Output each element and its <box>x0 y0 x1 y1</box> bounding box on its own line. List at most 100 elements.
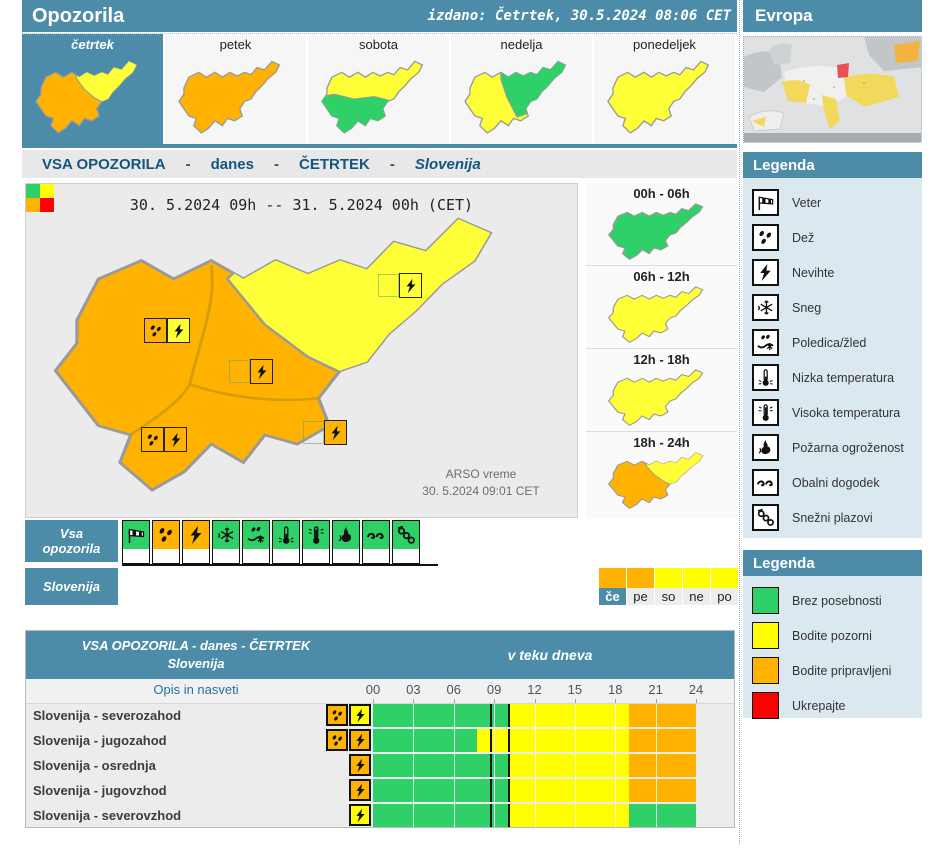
slovenia-outline <box>463 60 566 134</box>
day-tab-četrtek[interactable]: četrtek <box>22 34 163 144</box>
slovenia-outline <box>53 217 493 492</box>
all-warnings-label-line1: Vsa <box>59 526 84 541</box>
map-icon-cell-lightning <box>399 273 422 298</box>
day-tab-label: nedelja <box>500 37 543 52</box>
timeline-gridline <box>453 779 455 802</box>
tabs-underline <box>22 144 737 148</box>
legend-level-orange: Bodite pripravljeni <box>743 653 922 688</box>
day-tab-label: ponedeljek <box>633 37 696 52</box>
timeline-gridline <box>655 804 657 827</box>
severity-swatch-yellow <box>40 184 54 198</box>
severity-swatch-green <box>26 184 40 198</box>
time-panel-12h-18h: 12h - 18h <box>586 349 737 432</box>
timeline-segment-green <box>373 779 508 802</box>
day-tab-nedelja[interactable]: nedelja <box>451 34 592 144</box>
warning-type-strip <box>122 520 420 564</box>
legend-levels-list: Brez posebnosti Bodite pozorni Bodite prip… <box>743 576 922 719</box>
timeline-segment-green <box>373 804 508 827</box>
lightning-icon <box>355 758 365 772</box>
red-level-swatch <box>752 692 779 719</box>
windsock-icon-box <box>752 189 779 216</box>
warning-type-cell-ice <box>242 520 270 564</box>
severity-corner-legend <box>26 184 54 212</box>
legend-icons-list: Veter Dež Nevihte Sneg Poledica/žled Nizka te… <box>743 178 922 538</box>
ice-icon <box>757 334 774 351</box>
europe-warning-map[interactable] <box>743 36 922 143</box>
slovenia-warning-map: 30. 5.2024 09h -- 31. 5.2024 00h (CET) A… <box>25 183 578 518</box>
day-select-ne[interactable]: ne <box>683 568 710 605</box>
warning-row-icons <box>301 779 371 802</box>
hour-tick-mark <box>574 699 576 703</box>
lightning-icon-box <box>752 259 779 286</box>
timeline-gridline <box>615 779 617 802</box>
table-header-right: v teku dneva <box>507 647 593 663</box>
day-select-po[interactable]: po <box>711 568 738 605</box>
warning-row-label: Slovenija - jugozahod <box>33 733 167 748</box>
day-select-so[interactable]: so <box>655 568 682 605</box>
avalanche-icon <box>397 525 415 544</box>
high-temp-icon-box <box>752 399 779 426</box>
rain-icon-box <box>752 224 779 251</box>
hour-tick-label: 12 <box>527 682 542 697</box>
warning-type-cell-high-temp <box>302 520 330 564</box>
legend-item-label: Obalni dogodek <box>792 475 880 490</box>
lightning-icon <box>331 425 340 440</box>
legend-item-label: Veter <box>792 195 822 210</box>
day-select-če[interactable]: če <box>599 568 626 605</box>
day-tab-ponedeljek[interactable]: ponedeljek <box>594 34 735 144</box>
rain-icon <box>150 324 161 336</box>
current-time-marker <box>508 754 511 777</box>
timeline-gridline <box>615 704 617 727</box>
day-select-pe[interactable]: pe <box>627 568 654 605</box>
timeline-segment-green <box>373 704 508 727</box>
map-icon-cell-rain <box>141 427 164 452</box>
slovenia-outline <box>320 60 423 134</box>
warning-row-label: Slovenija - severozahod <box>33 708 182 723</box>
warning-type-cell-top <box>303 521 329 549</box>
warning-type-cell-top <box>243 521 269 549</box>
map-icon-cell-lightning <box>250 359 273 384</box>
timeline-gridline <box>534 754 536 777</box>
map-icon-cell-rain <box>144 318 167 343</box>
day-select-label: so <box>655 588 682 605</box>
timeline-gridline <box>413 754 415 777</box>
lightning-icon <box>257 364 266 379</box>
legend-item-avalanche: Snežni plazovi <box>743 500 922 535</box>
timeline-gridline <box>494 779 496 802</box>
lightning-icon <box>355 808 365 822</box>
day-selector: če pe so ne po <box>599 568 738 605</box>
slovenia-outline <box>606 60 709 134</box>
row-icon-lightning <box>349 754 371 776</box>
timeline-segment-yellow <box>507 704 629 727</box>
slovenia-outline <box>607 369 703 426</box>
fire-icon <box>758 439 771 455</box>
hour-tick-label: 18 <box>608 682 623 697</box>
warning-timeline <box>373 754 696 777</box>
lightning-icon <box>171 432 180 447</box>
snowflake-icon <box>217 527 234 543</box>
slovenia-outline <box>607 286 703 343</box>
fire-icon-box <box>752 434 779 461</box>
timeline-gridline <box>453 804 455 827</box>
timeline-gridline <box>413 704 415 727</box>
europe-title: Evropa <box>755 6 813 25</box>
legend-level-label: Bodite pozorni <box>792 628 872 643</box>
map-attribution: ARSO vreme 30. 5.2024 09:01 CET <box>386 466 576 500</box>
lightning-icon <box>406 278 415 293</box>
map-icon-cell-lightning <box>164 427 187 452</box>
day-tab-sobota[interactable]: sobota <box>308 34 449 144</box>
timeline-segment-yellow <box>507 754 629 777</box>
time-of-day-panels: 00h - 06h 06h - 12h 12h - 18h 18h - 24h <box>586 183 737 518</box>
severity-swatch-orange <box>26 198 40 212</box>
page-title: Opozorila <box>32 4 125 27</box>
time-panel-map <box>586 202 737 264</box>
europe-map-image <box>744 37 921 142</box>
day-tab-petek[interactable]: petek <box>165 34 306 144</box>
legend-item-high-temp: Visoka temperatura <box>743 395 922 430</box>
map-attribution-source: ARSO vreme <box>445 467 517 481</box>
sidebar-divider <box>739 0 740 845</box>
time-panel-map <box>586 368 737 430</box>
warning-row-label: Slovenija - jugovzhod <box>33 783 167 798</box>
legend-level-red: Ukrepajte <box>743 688 922 723</box>
timeline-segment-yellow <box>476 729 629 752</box>
